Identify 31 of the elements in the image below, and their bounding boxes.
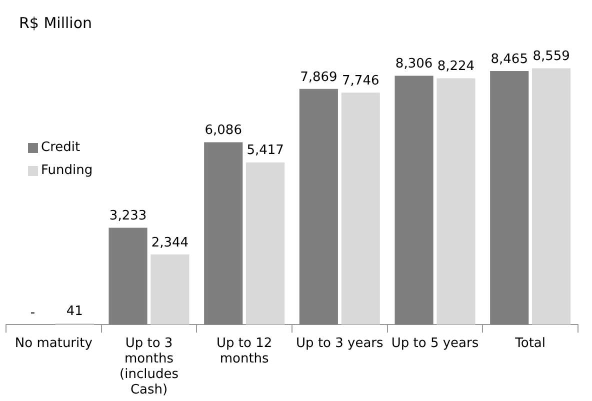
x-tick-label: Up to 3 months (includes Cash): [120, 336, 179, 398]
x-tick-label: Up to 5 years: [391, 336, 479, 351]
data-label: 3,233: [109, 208, 147, 224]
bar: [394, 76, 434, 325]
data-label: 41: [66, 304, 83, 320]
data-label: 6,086: [204, 123, 242, 138]
bar: [436, 78, 476, 325]
legend-label: Credit: [41, 140, 80, 155]
data-label: 8,559: [532, 49, 570, 64]
chart-title: R$ Million: [19, 14, 92, 32]
bar: [204, 142, 243, 325]
bar: [490, 71, 529, 325]
x-tick-label: No maturity: [14, 336, 93, 351]
text: -: [30, 305, 36, 320]
data-label: 2,344: [151, 235, 189, 250]
data-label: 8,465: [490, 52, 528, 67]
x-tick-label: Total: [514, 336, 546, 351]
data-label: 5,417: [246, 143, 284, 158]
legend-label: Funding: [41, 163, 93, 178]
data-label: 7,746: [342, 73, 380, 88]
bar: [108, 228, 148, 325]
x-tick-label: Up to 3 years: [296, 336, 384, 351]
bar: [341, 92, 380, 325]
data-label: 8,224: [437, 59, 475, 74]
data-label: 7,869: [300, 70, 338, 85]
x-tick-label: Up to 12 months: [216, 336, 272, 366]
bar: [246, 162, 285, 325]
bar: [299, 88, 338, 325]
bar: [150, 254, 190, 325]
data-label: 8,306: [395, 56, 433, 72]
bar: [532, 68, 571, 325]
